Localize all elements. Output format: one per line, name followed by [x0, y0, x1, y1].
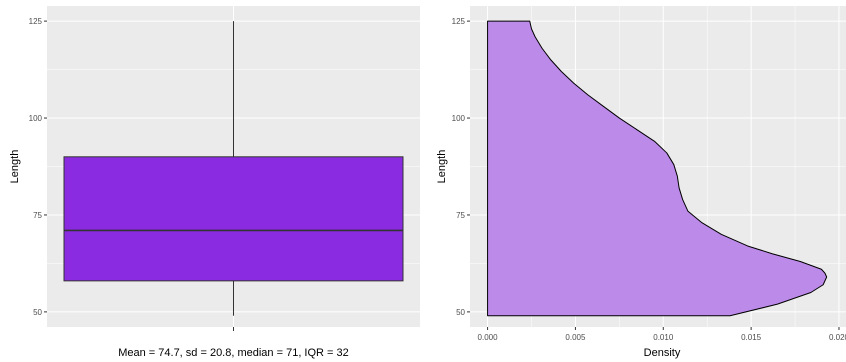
density-panel: 50 75 100 125 0.000 0.005 0.010 0.015 0.020 Len… — [436, 6, 846, 359]
density-x-axis: 0.000 0.005 0.010 0.015 0.020 — [478, 327, 846, 342]
density-x-axis-title: Density — [644, 347, 681, 359]
boxplot-y-axis-title: Length — [9, 150, 21, 184]
density-x-tick-label: 0.005 — [565, 333, 586, 342]
density-x-tick-label: 0.020 — [829, 333, 846, 342]
density-y-tick-label: 100 — [452, 114, 466, 123]
boxplot-panel: 50 75 100 125 Length Mean = 74.7, sd = 20.8… — [9, 6, 420, 359]
boxplot-y-axis: 50 75 100 125 — [29, 17, 47, 317]
boxplot-box — [63, 21, 404, 316]
density-x-tick-label: 0.010 — [653, 333, 674, 342]
boxplot-y-tick-label: 125 — [29, 17, 43, 26]
boxplot-y-tick-label: 75 — [33, 211, 42, 220]
boxplot-summary-caption: Mean = 74.7, sd = 20.8, median = 71, IQR… — [118, 347, 349, 359]
boxplot-y-tick-label: 50 — [33, 308, 42, 317]
density-y-tick-label: 50 — [456, 308, 465, 317]
boxplot-y-tick-label: 100 — [29, 114, 43, 123]
density-y-tick-label: 125 — [452, 17, 466, 26]
density-y-axis-title: Length — [436, 150, 448, 184]
density-y-axis: 50 75 100 125 — [452, 17, 470, 317]
density-y-tick-label: 75 — [456, 211, 465, 220]
boxplot-iqr-box — [63, 156, 404, 282]
density-x-tick-label: 0.015 — [741, 333, 762, 342]
density-area — [487, 20, 828, 317]
density-x-tick-label: 0.000 — [478, 333, 499, 342]
